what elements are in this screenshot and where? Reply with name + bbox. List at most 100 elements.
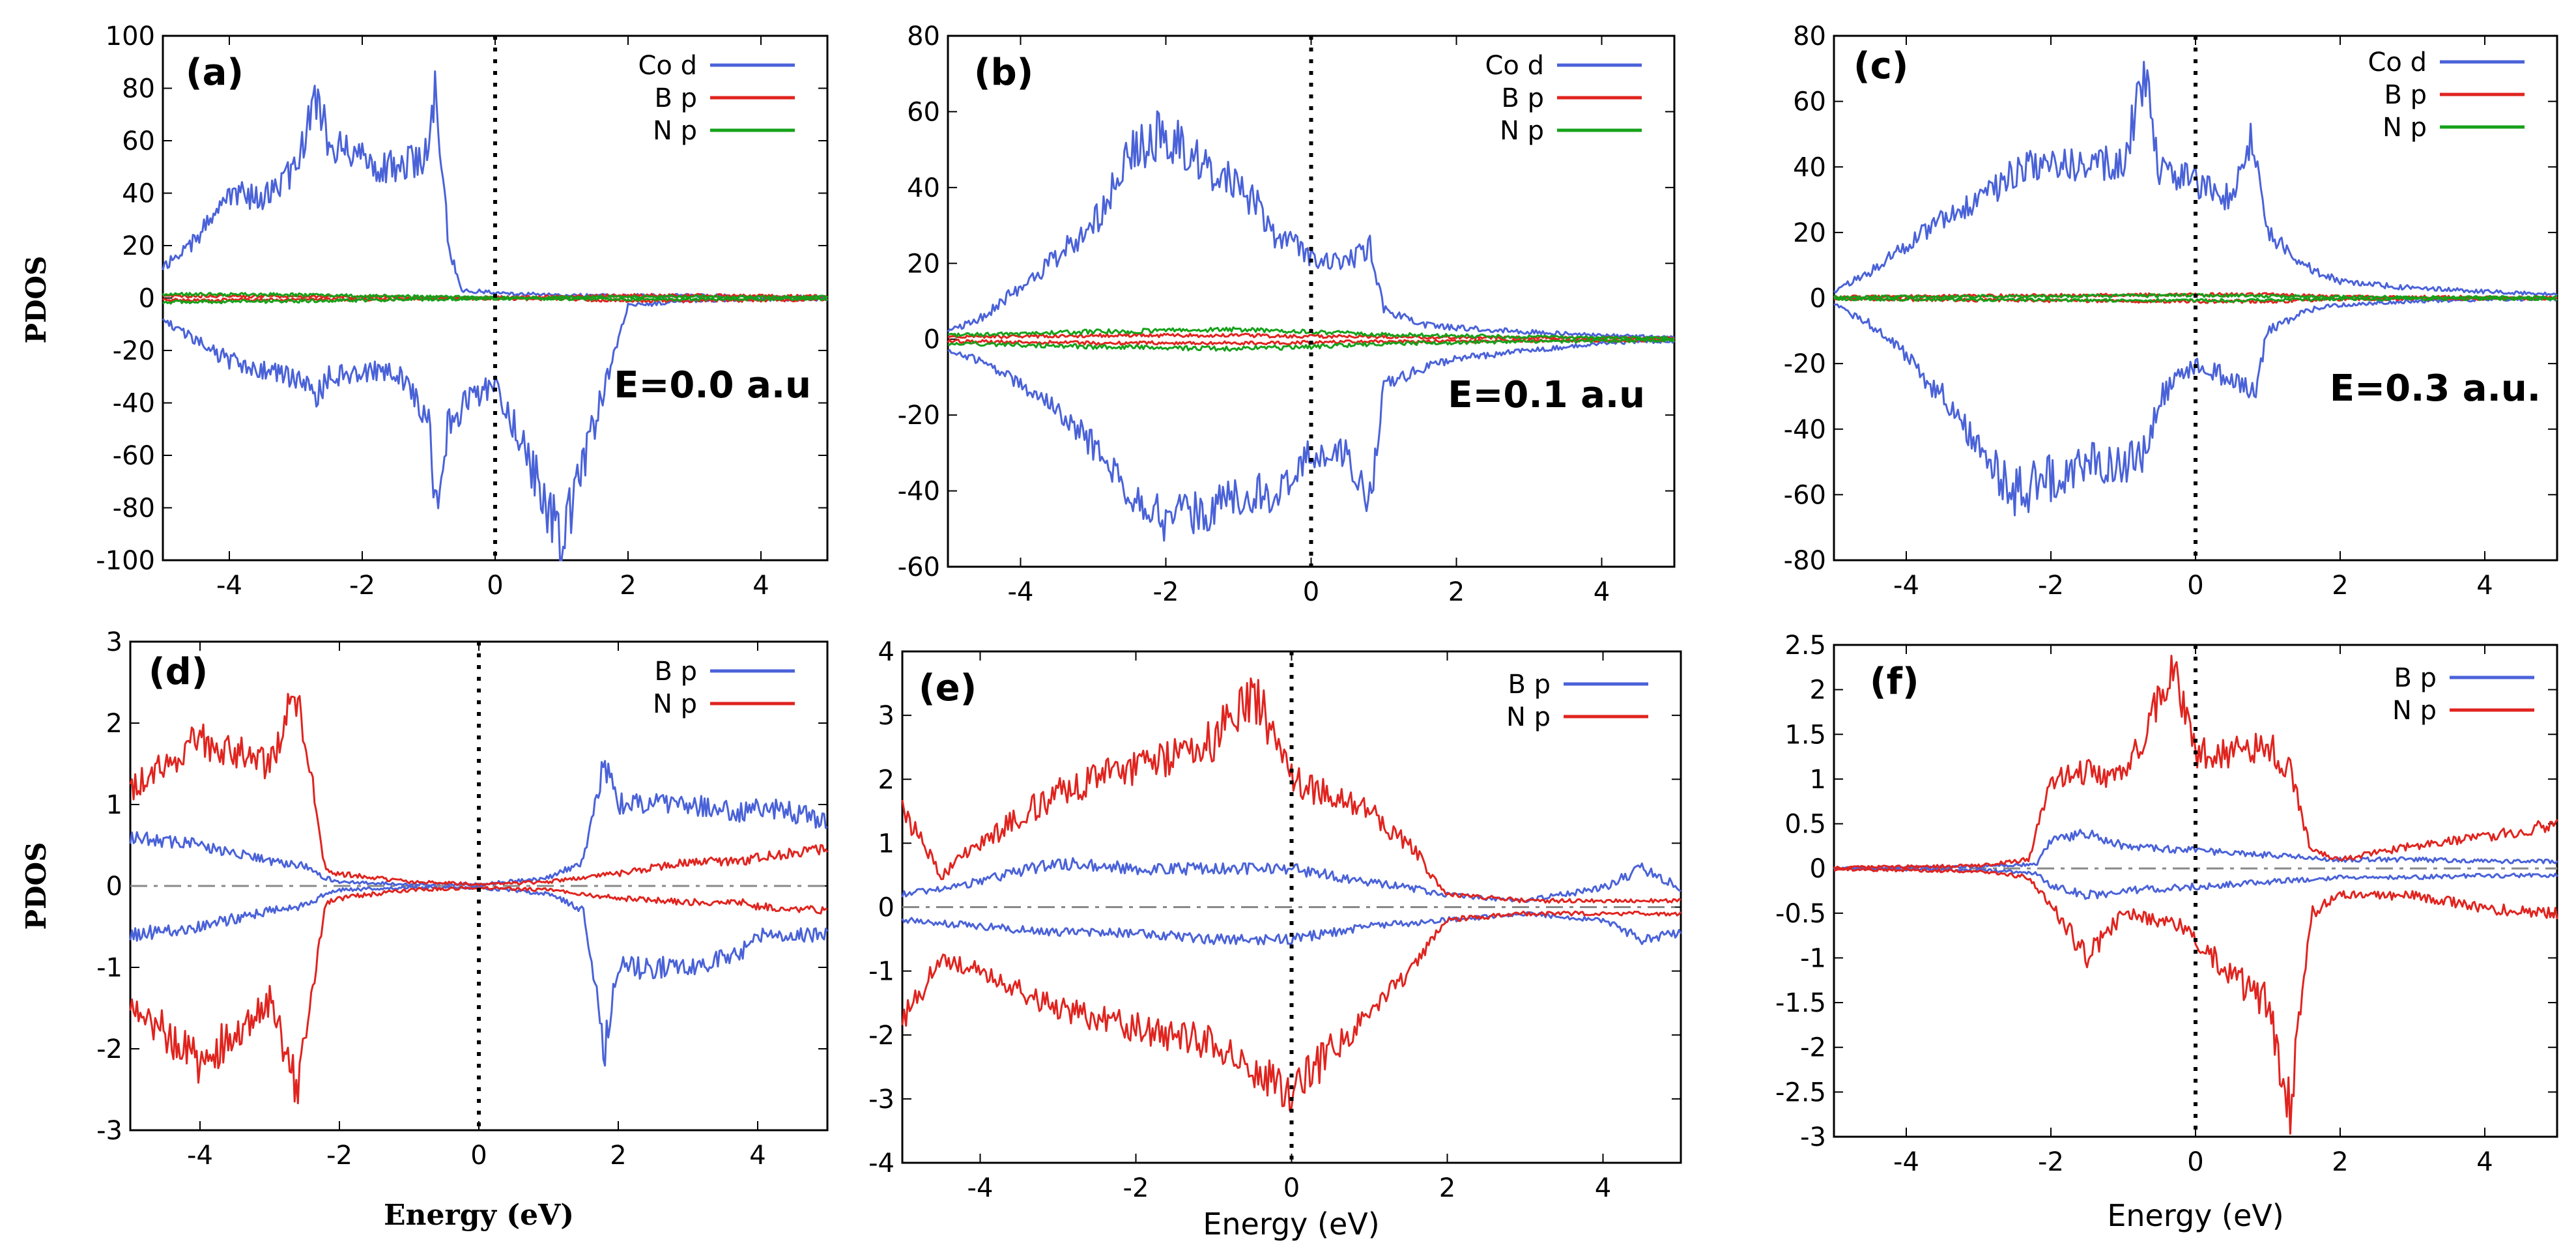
panel-c-ytick-label: 60 bbox=[1793, 87, 1826, 117]
panel-b-xtick-label: 0 bbox=[1303, 577, 1319, 607]
panel-f-ytick-label: -2.5 bbox=[1775, 1077, 1826, 1107]
panel-e-legend-label: N p bbox=[1506, 702, 1551, 732]
panel-a-ytick-label: -100 bbox=[96, 546, 155, 576]
panel-e-ytick-label: 2 bbox=[878, 765, 894, 795]
panel-e-label: (e) bbox=[919, 667, 977, 709]
panel-d-legend-label: N p bbox=[653, 689, 697, 719]
panel-d-ytick-label: 1 bbox=[106, 790, 122, 820]
panel-e-ytick-label: 3 bbox=[878, 701, 894, 731]
panel-f-ytick-label: 1 bbox=[1810, 765, 1826, 795]
panel-d-ytick-label: -1 bbox=[96, 953, 122, 983]
panel-d-series-b-p-spin-up bbox=[129, 760, 828, 887]
panel-a-ytick-label: 100 bbox=[106, 21, 155, 51]
panel-f-ytick-label: 0.5 bbox=[1784, 810, 1826, 840]
panel-c-legend-label: Co d bbox=[2368, 48, 2427, 78]
panel-b-ytick-label: 60 bbox=[907, 97, 940, 127]
panel-c-ytick-label: -40 bbox=[1784, 415, 1826, 445]
panel-a-legend-label: N p bbox=[653, 116, 697, 146]
panel-d-label: (d) bbox=[149, 651, 208, 693]
panel-c-ytick-label: 20 bbox=[1793, 218, 1826, 248]
panel-c-label: (c) bbox=[1853, 45, 1908, 87]
panel-a-ytick-label: -60 bbox=[113, 441, 155, 471]
panel-b-ytick-label: 80 bbox=[907, 21, 940, 51]
panel-f-ytick-label: -3 bbox=[1800, 1122, 1826, 1152]
panel-d-xlabel: Energy (eV) bbox=[384, 1199, 574, 1232]
panel-f-legend-label: N p bbox=[2392, 696, 2437, 726]
panel-c-annotation: E=0.3 a.u. bbox=[2330, 367, 2541, 410]
panel-c-legend-label: B p bbox=[2384, 80, 2427, 110]
panel-f-label: (f) bbox=[1870, 661, 1919, 703]
panel-b-label: (b) bbox=[974, 51, 1033, 94]
panel-a-label: (a) bbox=[186, 51, 244, 94]
panel-a-ytick-label: 20 bbox=[122, 231, 155, 261]
panel-c-ytick-label: 80 bbox=[1793, 21, 1826, 51]
panel-c-xtick-label: 4 bbox=[2476, 571, 2493, 601]
panel-a-xtick-label: 2 bbox=[620, 571, 636, 601]
panel-a-series-co-d-spin-up bbox=[162, 70, 828, 300]
panel-b-xtick-label: -4 bbox=[1008, 577, 1034, 607]
panel-c-ytick-label: 40 bbox=[1793, 152, 1826, 182]
panel-a-xtick-label: -4 bbox=[216, 571, 242, 601]
panel-c-series-co-d-spin-down bbox=[1833, 296, 2558, 517]
panel-d: -4 -2 0 2 4 3 2 1 0 -1 -2 -3 (d) B pN p PDOS Energy… bbox=[20, 627, 829, 1232]
panel-b-series-b-p-spin-up bbox=[948, 332, 1675, 341]
panel-e-ytick-label: -3 bbox=[868, 1085, 894, 1115]
panel-e-ytick-label: -1 bbox=[868, 957, 894, 987]
panel-a-ytick-label: 60 bbox=[122, 126, 155, 156]
panel-a-legend-label: B p bbox=[654, 83, 697, 113]
panel-b-xtick-label: -2 bbox=[1153, 577, 1179, 607]
panel-a-ytick-label: 0 bbox=[139, 284, 155, 314]
panel-c-ytick-label: 0 bbox=[1810, 284, 1826, 314]
panel-b-ytick-label: 20 bbox=[907, 249, 940, 279]
panel-d-ytick-label: 3 bbox=[106, 627, 122, 657]
panel-c-legend-label: N p bbox=[2383, 113, 2427, 143]
panel-f-xtick-label: 2 bbox=[2332, 1147, 2348, 1177]
panel-f-ytick-label: 2 bbox=[1810, 676, 1826, 705]
panel-a-ytick-label: -20 bbox=[113, 336, 155, 366]
panel-d-xtick-label: 0 bbox=[470, 1141, 487, 1171]
panel-a-ytick-label: -80 bbox=[113, 494, 155, 524]
panel-f-xlabel: Energy (eV) bbox=[2107, 1198, 2283, 1233]
panel-e-xtick-label: -4 bbox=[967, 1173, 994, 1203]
panel-e-series-b-p-spin-up bbox=[901, 857, 1682, 904]
panel-b-series-n-p-spin-down bbox=[947, 338, 1675, 352]
panel-f-xtick-label: -2 bbox=[2038, 1147, 2064, 1177]
panel-a-annotation: E=0.0 a.u bbox=[614, 364, 811, 406]
panel-d-ytick-label: 2 bbox=[106, 709, 122, 739]
panel-d-xtick-label: 2 bbox=[610, 1141, 626, 1171]
panel-f-series-n-p-spin-down bbox=[1833, 867, 2558, 1135]
panel-a-ytick-label: 40 bbox=[122, 179, 155, 209]
panel-a-series-co-d-spin-down bbox=[162, 296, 829, 562]
panel-e-ytick-label: -2 bbox=[868, 1021, 894, 1051]
panel-e-ytick-label: 0 bbox=[878, 893, 894, 923]
panel-d-xtick-label: -2 bbox=[326, 1141, 352, 1171]
panel-b-ytick-label: -60 bbox=[898, 552, 940, 582]
panel-f-ytick-label: 0 bbox=[1810, 854, 1826, 884]
panel-b-series-co-d-spin-down bbox=[947, 339, 1675, 542]
panel-c-ytick-label: -60 bbox=[1784, 480, 1826, 510]
panel-e-series-n-p-spin-up bbox=[901, 677, 1682, 904]
panel-f-xtick-label: -4 bbox=[1893, 1147, 1919, 1177]
panel-c-ytick-label: -20 bbox=[1784, 349, 1826, 379]
panel-e-xtick-label: 0 bbox=[1283, 1173, 1300, 1203]
panel-e-xtick-label: 2 bbox=[1439, 1173, 1455, 1203]
panel-b-legend-label: Co d bbox=[1485, 51, 1544, 81]
panel-f-ytick-label: -0.5 bbox=[1775, 899, 1826, 929]
panel-b-frame bbox=[947, 35, 1676, 568]
panel-f: -4 -2 0 2 4 2.5 2 1.5 1 0.5 0 -0.5 -1 -1.5 -2 -2.5 -3 (f… bbox=[1775, 631, 2558, 1233]
panel-f-xtick-label: 0 bbox=[2187, 1147, 2203, 1177]
panel-a-xtick-label: 4 bbox=[752, 571, 769, 601]
panel-b-ytick-label: -40 bbox=[898, 477, 940, 507]
panel-d-ytick-label: -3 bbox=[96, 1116, 122, 1146]
panel-b-ytick-label: 40 bbox=[907, 173, 940, 203]
panel-e-series-b-p-spin-down bbox=[901, 911, 1682, 946]
panel-d-ylabel: PDOS bbox=[20, 842, 52, 930]
panel-b-ytick-label: -20 bbox=[898, 401, 940, 431]
panel-a-ylabel: PDOS bbox=[20, 256, 52, 344]
panel-c-ytick-label: -80 bbox=[1784, 546, 1826, 576]
panel-f-ytick-label: -2 bbox=[1800, 1033, 1826, 1063]
panel-c-series-n-p-spin-down bbox=[1833, 296, 2558, 303]
panel-d-xtick-label: 4 bbox=[749, 1141, 766, 1171]
